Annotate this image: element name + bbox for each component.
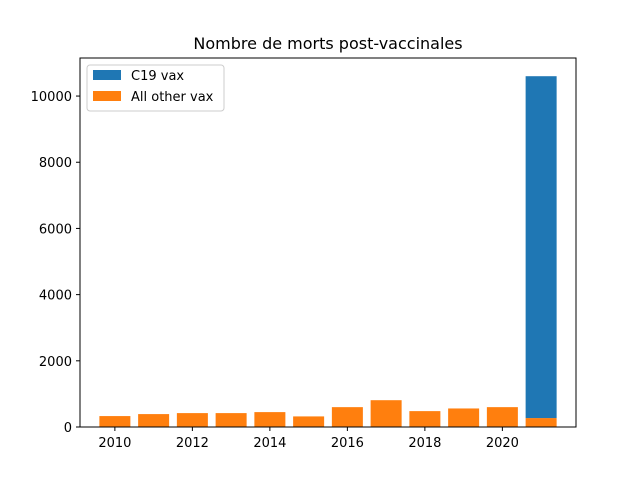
bar-all-other-vax-2010 (99, 416, 131, 427)
legend-label-all-other-vax: All other vax (131, 90, 214, 105)
bar-all-other-vax-2019 (448, 408, 480, 427)
y-tick-label-8000: 8000 (39, 156, 72, 171)
legend-swatch-c19-vax (93, 70, 121, 80)
legend-swatch-all-other-vax (93, 91, 121, 101)
x-tick-label-2014: 2014 (253, 436, 286, 451)
x-tick-label-2010: 2010 (98, 436, 131, 451)
bar-all-other-vax-2013 (215, 413, 247, 427)
bar-all-other-vax-2011 (138, 414, 170, 427)
bar-all-other-vax-2021 (525, 418, 557, 427)
bar-c19-vax-2021 (525, 76, 557, 419)
bar-all-other-vax-2016 (331, 407, 363, 427)
bar-all-other-vax-2017 (370, 400, 402, 427)
y-tick-label-2000: 2000 (39, 355, 72, 370)
y-tick-label-10000: 10000 (31, 90, 72, 105)
y-tick-label-4000: 4000 (39, 289, 72, 304)
legend-box (86, 64, 225, 112)
chart-title: Nombre de morts post-vaccinales (193, 34, 462, 53)
bar-all-other-vax-2018 (409, 411, 441, 427)
bar-all-other-vax-2012 (176, 413, 208, 427)
y-tick-label-6000: 6000 (39, 222, 72, 237)
x-tick-label-2020: 2020 (486, 436, 519, 451)
x-tick-label-2018: 2018 (408, 436, 441, 451)
bar-all-other-vax-2014 (254, 412, 286, 427)
axes-group: 2010 2012 2014 2016 2018 2020 0 2000 4000 6000 800… (31, 57, 577, 451)
y-tick-label-0: 0 (64, 421, 72, 436)
x-tick-label-2012: 2012 (176, 436, 209, 451)
legend-label-c19-vax: C19 vax (131, 69, 184, 84)
x-tick-label-2016: 2016 (331, 436, 364, 451)
bar-all-other-vax-2015 (293, 416, 325, 427)
bars-group (99, 76, 557, 427)
bar-all-other-vax-2020 (486, 407, 518, 427)
axes-frame (79, 57, 577, 428)
legend: C19 vax All other vax (86, 64, 225, 112)
